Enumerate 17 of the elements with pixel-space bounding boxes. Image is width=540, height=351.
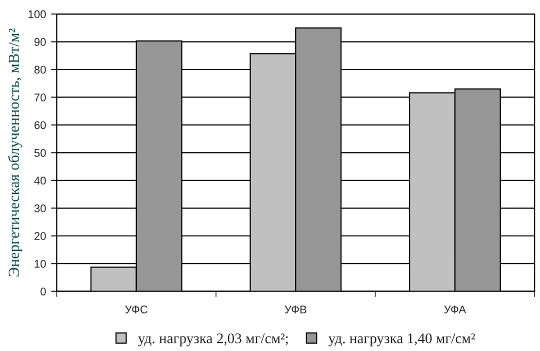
x-tick-label: УФВ bbox=[284, 306, 306, 314]
x-tick-label: УФС bbox=[125, 306, 148, 314]
y-tick-label: 50 bbox=[34, 148, 46, 157]
legend-label: уд. нагрузка 2,03 мг/см²; bbox=[138, 333, 288, 346]
y-tick-label: 70 bbox=[34, 93, 46, 102]
y-tick-label: 60 bbox=[34, 121, 46, 130]
y-tick-label: 0 bbox=[40, 288, 46, 296]
legend-label: уд. нагрузка 1,40 мг/см² bbox=[328, 333, 475, 346]
y-tick-label: 30 bbox=[34, 204, 46, 212]
y-tick-label: 80 bbox=[34, 66, 46, 74]
y-tick-label: 20 bbox=[34, 232, 46, 240]
y-tick-label: 40 bbox=[34, 176, 46, 185]
y-tick-label: 100 bbox=[28, 10, 46, 18]
y-tick-label: 90 bbox=[34, 38, 46, 46]
x-tick-label: УФА bbox=[444, 306, 466, 314]
y-tick-label: 10 bbox=[34, 260, 46, 268]
y-axis-title: Энергетическая облученность, мВт/м² bbox=[8, 28, 22, 276]
